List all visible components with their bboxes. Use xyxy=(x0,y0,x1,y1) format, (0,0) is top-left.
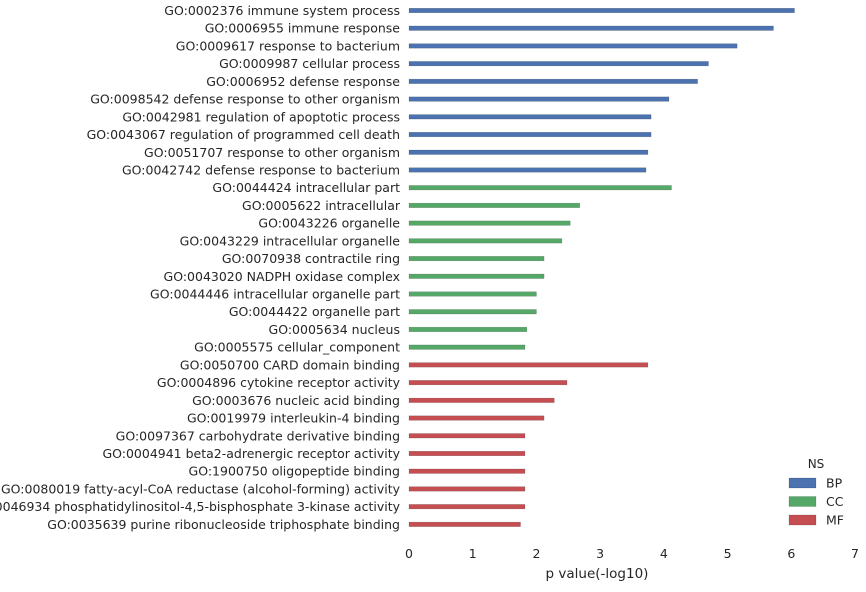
category-label: GO:0019979 interleukin-4 binding xyxy=(187,411,400,426)
bar-cc xyxy=(408,220,571,226)
category-label: GO:0005622 intracellular xyxy=(242,198,401,213)
category-label: GO:0004941 beta2-adrenergic receptor act… xyxy=(102,446,400,461)
x-tick-label: 0 xyxy=(405,546,413,561)
bars-layer xyxy=(408,8,795,527)
category-label: GO:0044446 intracellular organelle part xyxy=(150,287,400,302)
bar-mf xyxy=(408,415,545,421)
bar-mf xyxy=(408,362,649,368)
category-label: GO:0097367 carbohydrate derivative bindi… xyxy=(116,428,400,443)
legend-title: NS xyxy=(808,457,825,471)
x-axis-label: p value(-log10) xyxy=(546,566,649,582)
category-label: GO:0050700 CARD domain binding xyxy=(180,357,400,372)
legend: NS BP CC MF xyxy=(788,457,844,528)
bar-bp xyxy=(408,132,652,138)
legend-label-mf: MF xyxy=(826,513,844,528)
category-label: GO:0005634 nucleus xyxy=(269,322,400,337)
x-tick-label: 3 xyxy=(596,546,604,561)
bar-bp xyxy=(408,25,774,31)
x-tick-label: 1 xyxy=(469,546,477,561)
x-tick-label: 5 xyxy=(724,546,732,561)
bar-mf xyxy=(408,397,555,403)
category-label: GO:0044424 intracellular part xyxy=(212,180,400,195)
category-label: GO:0035639 purine ribonucleoside triphos… xyxy=(47,517,400,532)
category-label: GO:0044422 organelle part xyxy=(229,304,400,319)
category-label: GO:0042981 regulation of apoptotic proce… xyxy=(122,109,400,124)
bar-cc xyxy=(408,326,528,332)
bar-cc xyxy=(408,185,672,191)
category-label: GO:0005575 cellular_component xyxy=(194,340,400,355)
bar-bp xyxy=(408,61,709,67)
x-tick-label: 2 xyxy=(532,546,540,561)
bar-cc xyxy=(408,291,537,297)
x-axis-ticks: 0 1 2 3 4 5 6 7 xyxy=(405,546,859,561)
bar-mf xyxy=(408,486,526,492)
bar-mf xyxy=(408,521,521,527)
bar-mf xyxy=(408,433,526,439)
bar-mf xyxy=(408,504,526,510)
category-label: GO:0046934 phosphatidylinositol-4,5-bisp… xyxy=(0,499,401,514)
bar-cc xyxy=(408,309,537,315)
bar-cc xyxy=(408,238,563,244)
bar-cc xyxy=(408,256,545,262)
category-label: GO:0009617 response to bacterium xyxy=(176,38,400,53)
category-label: GO:0043226 organelle xyxy=(258,216,400,231)
category-label: GO:0009987 cellular process xyxy=(219,56,400,71)
category-label: GO:0006952 defense response xyxy=(206,74,400,89)
category-label: GO:0004896 cytokine receptor activity xyxy=(157,375,401,390)
bar-bp xyxy=(408,114,652,120)
x-tick-label: 7 xyxy=(851,546,859,561)
bar-bp xyxy=(408,149,649,155)
x-tick-label: 4 xyxy=(660,546,668,561)
bar-mf xyxy=(408,451,526,456)
category-label: GO:0003676 nucleic acid binding xyxy=(192,393,400,408)
category-label: GO:0098542 defense response to other org… xyxy=(90,92,400,107)
legend-label-cc: CC xyxy=(826,494,844,509)
category-label: GO:0042742 defense response to bacterium xyxy=(122,162,400,177)
bar-mf xyxy=(408,380,568,386)
legend-swatch-mf xyxy=(788,514,817,526)
legend-swatch-bp xyxy=(788,477,817,489)
bar-bp xyxy=(408,43,738,49)
bar-cc xyxy=(408,202,580,208)
category-label: GO:0080019 fatty-acyl-CoA reductase (alc… xyxy=(1,481,401,496)
bar-bp xyxy=(408,78,698,84)
bar-mf xyxy=(408,468,526,474)
category-labels: GO:0002376 immune system process GO:00069… xyxy=(0,3,401,532)
bar-bp xyxy=(408,167,647,173)
category-label: GO:0043067 regulation of programmed cell… xyxy=(87,127,400,142)
bar-bp xyxy=(408,96,670,102)
bar-cc xyxy=(408,273,545,279)
category-label: GO:0043020 NADPH oxidase complex xyxy=(164,269,400,284)
category-label: GO:0070938 contractile ring xyxy=(222,251,400,266)
bar-bp xyxy=(408,8,795,13)
legend-label-bp: BP xyxy=(826,476,843,491)
category-label: GO:0006955 immune response xyxy=(205,21,401,36)
category-label: GO:1900750 oligopeptide binding xyxy=(189,464,400,479)
x-tick-label: 6 xyxy=(787,546,795,561)
category-label: GO:0051707 response to other organism xyxy=(144,145,400,160)
category-label: GO:0043229 intracellular organelle xyxy=(180,233,401,248)
legend-swatch-cc xyxy=(788,496,817,507)
category-label: GO:0002376 immune system process xyxy=(164,3,400,18)
bar-cc xyxy=(408,344,526,350)
